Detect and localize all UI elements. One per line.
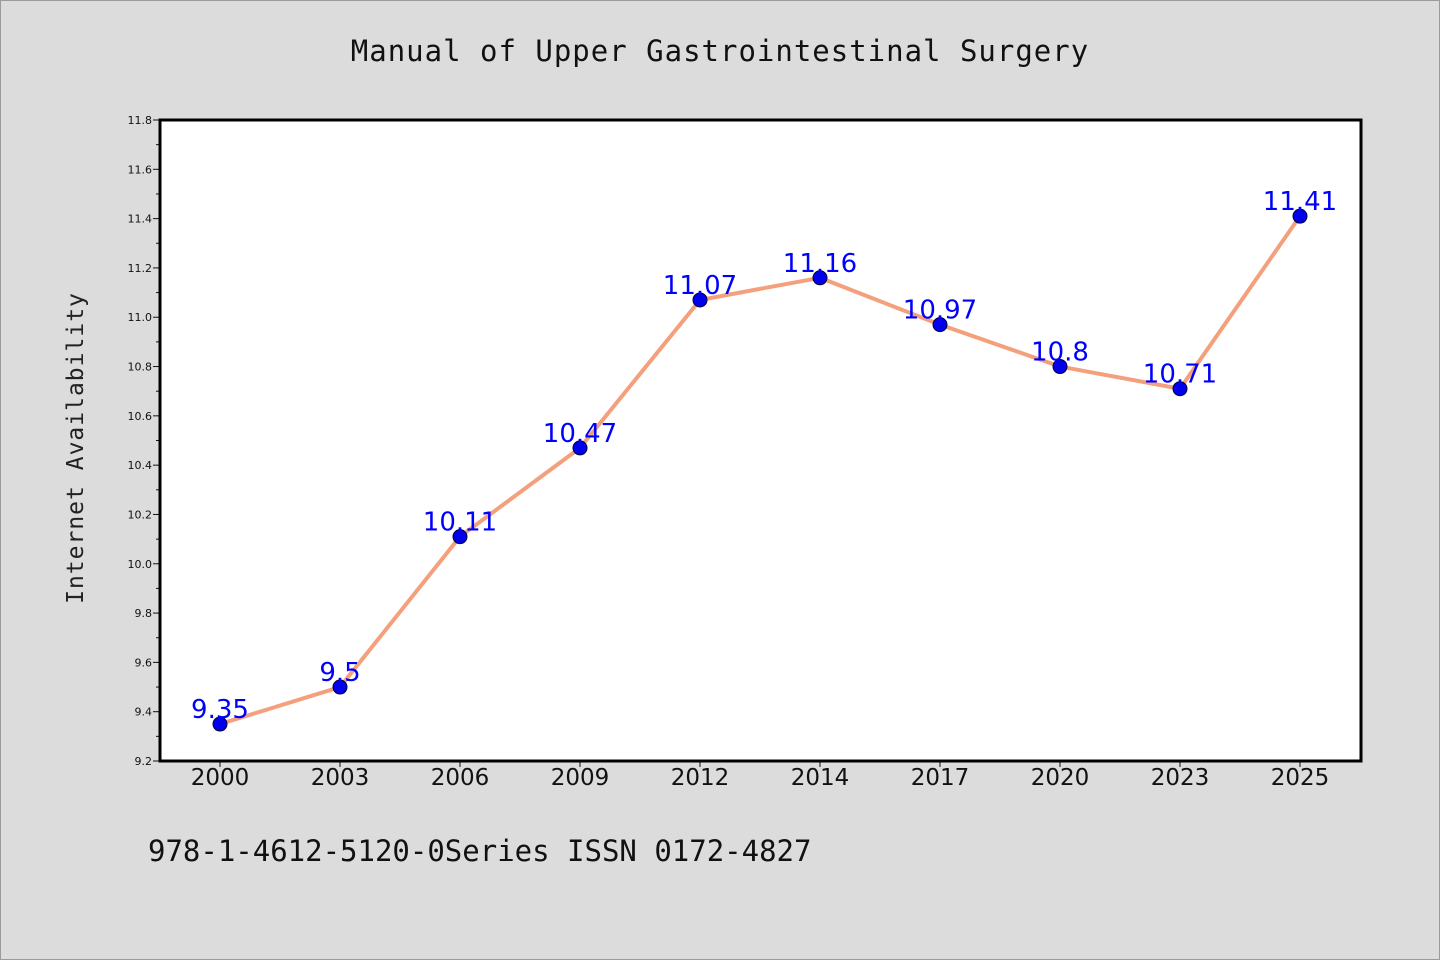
data-point-label: 9.5 [319, 658, 360, 688]
x-tick-label: 2003 [311, 765, 370, 791]
y-tick-label: 11.4 [128, 213, 153, 226]
data-point-label: 10.8 [1031, 338, 1089, 368]
data-point-marker [1052, 359, 1068, 375]
plot-border [158, 118, 1363, 763]
data-point-marker [1292, 208, 1308, 224]
data-point-marker [812, 270, 828, 286]
data-point-label: 10.11 [423, 508, 497, 538]
x-tick-label: 2020 [1031, 765, 1090, 791]
y-tick-label: 10.2 [128, 508, 153, 521]
data-point-marker [332, 679, 348, 695]
y-tick-label: 10.6 [128, 410, 153, 423]
data-point-label: 11.07 [663, 271, 737, 301]
x-tick-label: 2006 [431, 765, 490, 791]
x-tick-label: 2023 [1151, 765, 1210, 791]
y-tick-label: 11.8 [128, 114, 153, 127]
data-point-label: 9.35 [191, 695, 249, 725]
x-tick-label: 2017 [911, 765, 970, 791]
y-tick-label: 11.2 [128, 262, 153, 275]
x-tick-label: 2014 [791, 765, 850, 791]
data-point-marker [572, 440, 588, 456]
data-point-marker [212, 716, 228, 732]
data-point-label: 10.71 [1143, 360, 1217, 390]
x-tick-label: 2000 [191, 765, 250, 791]
data-point-marker [692, 292, 708, 308]
plot-area [160, 120, 1361, 761]
y-tick-label: 10.0 [128, 558, 153, 571]
y-tick-label: 9.4 [135, 706, 153, 719]
data-point-label: 10.47 [543, 419, 617, 449]
y-tick-label: 11.6 [128, 163, 153, 176]
y-tick-label: 10.8 [128, 361, 153, 374]
y-tick-label: 11.0 [128, 311, 153, 324]
y-tick-label: 9.2 [135, 755, 153, 768]
data-point-label: 10.97 [903, 296, 977, 326]
y-tick-label: 9.8 [135, 607, 153, 620]
x-tick-label: 2009 [551, 765, 610, 791]
data-point-label: 11.41 [1263, 187, 1337, 217]
series-line [219, 215, 1302, 726]
data-point-label: 11.16 [783, 249, 857, 279]
x-tick-label: 2012 [671, 765, 730, 791]
x-tick-label: 2025 [1271, 765, 1330, 791]
data-point-marker [452, 529, 468, 545]
chart-title: Manual of Upper Gastrointestinal Surgery [350, 34, 1090, 68]
data-point-marker [1172, 381, 1188, 397]
y-tick-label: 9.6 [135, 656, 153, 669]
footer-isbn-text: 978-1-4612-5120-0Series ISSN 0172-4827 [148, 834, 812, 868]
data-point-marker [932, 317, 948, 333]
y-tick-label: 10.4 [128, 459, 153, 472]
